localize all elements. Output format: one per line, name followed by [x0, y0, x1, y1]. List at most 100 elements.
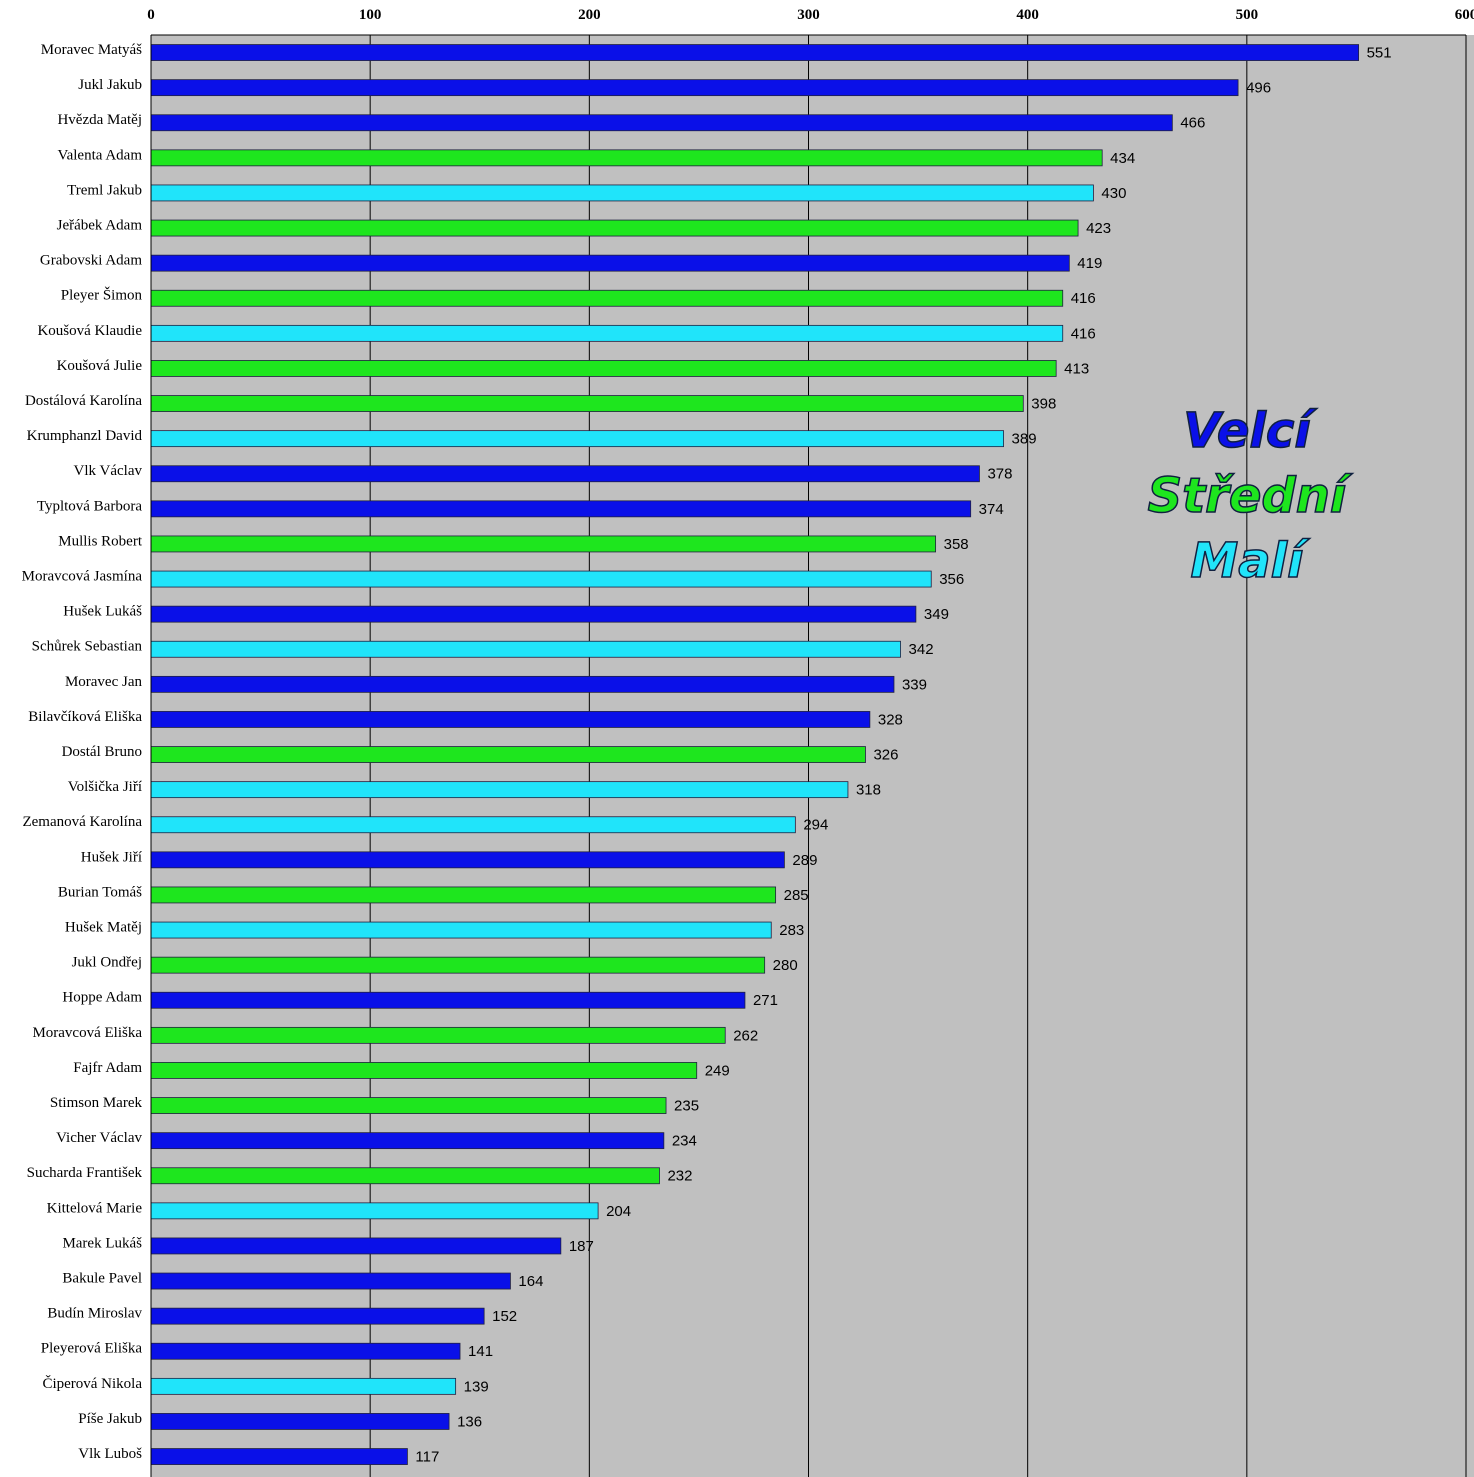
bar: [150, 711, 871, 728]
y-tick-label: Jeřábek Adam: [57, 217, 143, 233]
bar: [150, 1342, 461, 1360]
y-tick-label: Grabovski Adam: [40, 253, 142, 269]
value-label: 423: [1086, 220, 1111, 237]
y-tick-label: Hušek Jiří: [81, 849, 142, 865]
y-tick-label: Píše Jakub: [78, 1411, 142, 1427]
value-label: 419: [1077, 255, 1102, 272]
bar: [150, 991, 746, 1009]
value-label: 496: [1246, 80, 1271, 97]
value-label: 342: [909, 641, 934, 658]
value-label: 430: [1101, 185, 1126, 202]
y-tick-label: Budín Miroslav: [47, 1306, 142, 1322]
y-tick-label: Koušová Julie: [57, 358, 143, 374]
value-label: 283: [779, 922, 804, 939]
bar: [150, 114, 1173, 132]
bar: [150, 500, 972, 518]
value-label: 389: [1012, 431, 1037, 448]
y-tick-label: Bakule Pavel: [62, 1270, 142, 1286]
bar: [150, 289, 1064, 307]
value-label: 551: [1367, 45, 1392, 62]
bar: [150, 184, 1094, 202]
bar: [150, 79, 1239, 97]
bar: [150, 1377, 457, 1395]
bar: [150, 1062, 698, 1079]
bar: [150, 746, 866, 763]
value-label: 271: [753, 992, 778, 1009]
x-tick-label: 100: [359, 7, 382, 23]
y-tick-label: Kittelová Marie: [47, 1200, 143, 1216]
y-tick-label: Sucharda František: [27, 1165, 143, 1181]
bar: [150, 640, 901, 658]
y-tick-label: Jukl Jakub: [78, 77, 142, 93]
value-label: 232: [667, 1168, 692, 1185]
y-tick-label: Moravec Matyáš: [41, 42, 142, 58]
y-tick-label: Pleyer Šimon: [61, 287, 143, 304]
y-tick-label: Treml Jakub: [67, 182, 142, 198]
y-tick-label: Vicher Václav: [56, 1130, 142, 1146]
bar: [150, 360, 1057, 377]
x-tick-label: 600: [1455, 7, 1474, 23]
value-label: 139: [464, 1378, 489, 1395]
bar: [150, 605, 917, 623]
y-tick-label: Mullis Robert: [58, 533, 143, 549]
value-label: 356: [939, 571, 964, 588]
bar: [150, 395, 1024, 412]
value-label: 164: [518, 1273, 543, 1290]
y-tick-label: Fajfr Adam: [73, 1060, 142, 1076]
legend-label: Velcí: [1183, 403, 1317, 459]
value-label: 434: [1110, 150, 1135, 167]
x-tick-label: 400: [1016, 7, 1039, 23]
y-tick-label: Hoppe Adam: [62, 990, 142, 1006]
bar: [150, 535, 937, 553]
value-label: 235: [674, 1098, 699, 1115]
bar: [150, 219, 1079, 237]
value-label: 326: [873, 747, 898, 764]
y-tick-label: Pleyerová Eliška: [41, 1341, 143, 1357]
y-tick-label: Schůrek Sebastian: [32, 639, 143, 655]
bar: [150, 1026, 726, 1044]
value-label: 416: [1071, 290, 1096, 307]
value-label: 294: [803, 817, 828, 834]
bar: [150, 956, 766, 974]
bar: [150, 1307, 485, 1325]
bar: [150, 430, 1004, 448]
y-tick-label: Stimson Marek: [50, 1095, 143, 1111]
value-label: 358: [944, 536, 969, 553]
y-tick-label: Krumphanzl David: [27, 428, 143, 444]
value-label: 349: [924, 606, 949, 623]
y-tick-label: Vlk Václav: [74, 463, 143, 479]
bar: [150, 851, 785, 869]
value-label: 318: [856, 782, 881, 799]
value-label: 285: [784, 887, 809, 904]
x-tick-label: 300: [797, 7, 820, 23]
value-label: 413: [1064, 360, 1089, 377]
legend-label: Střední: [1148, 468, 1353, 524]
y-tick-label: Koušová Klaudie: [37, 323, 142, 339]
y-tick-label: Hvězda Matěj: [57, 112, 142, 128]
value-label: 378: [987, 466, 1012, 483]
bar: [150, 1448, 408, 1465]
value-label: 416: [1071, 325, 1096, 342]
bar: [150, 1272, 511, 1290]
value-label: 262: [733, 1027, 758, 1044]
y-tick-label: Bilavčíková Eliška: [28, 709, 142, 725]
value-label: 339: [902, 676, 927, 693]
y-tick-label: Marek Lukáš: [62, 1235, 142, 1251]
bar: [150, 781, 849, 799]
value-label: 466: [1180, 115, 1205, 132]
value-label: 141: [468, 1343, 493, 1360]
value-label: 136: [457, 1413, 482, 1430]
value-label: 398: [1031, 396, 1056, 413]
y-tick-label: Moravcová Jasmína: [22, 568, 143, 584]
value-label: 374: [979, 501, 1004, 518]
y-tick-label: Volšička Jiří: [68, 779, 142, 795]
bar: [150, 1202, 599, 1220]
value-label: 117: [415, 1449, 439, 1466]
value-label: 280: [773, 957, 798, 974]
value-label: 187: [569, 1238, 594, 1255]
value-label: 204: [606, 1203, 631, 1220]
value-label: 328: [878, 711, 903, 728]
bar: [150, 254, 1070, 272]
bar: [150, 1237, 562, 1255]
